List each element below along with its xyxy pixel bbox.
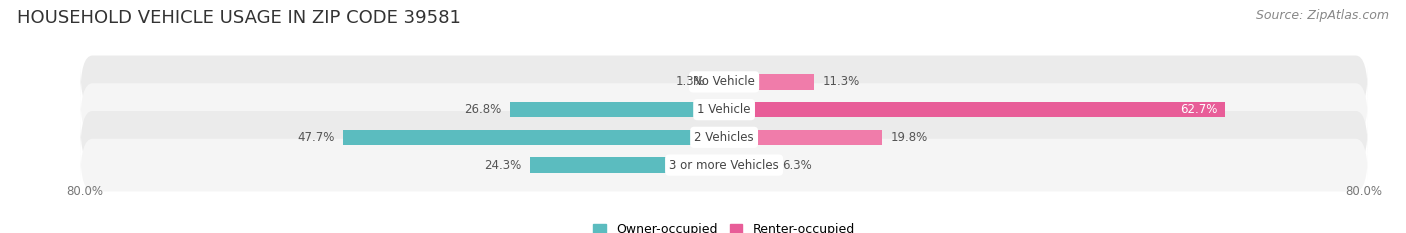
Legend: Owner-occupied, Renter-occupied: Owner-occupied, Renter-occupied — [593, 223, 855, 233]
FancyBboxPatch shape — [80, 55, 1368, 108]
Text: Source: ZipAtlas.com: Source: ZipAtlas.com — [1256, 9, 1389, 22]
Bar — [530, 158, 724, 173]
Text: 62.7%: 62.7% — [1180, 103, 1218, 116]
Text: 26.8%: 26.8% — [464, 103, 502, 116]
Text: 1 Vehicle: 1 Vehicle — [697, 103, 751, 116]
FancyBboxPatch shape — [80, 83, 1368, 136]
Text: 1.3%: 1.3% — [676, 75, 706, 88]
FancyBboxPatch shape — [80, 139, 1368, 192]
Bar — [724, 130, 883, 145]
Bar — [724, 74, 814, 89]
Bar — [714, 74, 724, 89]
Text: 47.7%: 47.7% — [297, 131, 335, 144]
Text: HOUSEHOLD VEHICLE USAGE IN ZIP CODE 39581: HOUSEHOLD VEHICLE USAGE IN ZIP CODE 3958… — [17, 9, 461, 27]
Text: 6.3%: 6.3% — [783, 159, 813, 171]
FancyBboxPatch shape — [80, 111, 1368, 164]
Bar — [510, 102, 724, 117]
Text: No Vehicle: No Vehicle — [693, 75, 755, 88]
Text: 19.8%: 19.8% — [890, 131, 928, 144]
Bar — [724, 158, 775, 173]
Bar — [343, 130, 724, 145]
Bar — [724, 102, 1226, 117]
Text: 11.3%: 11.3% — [823, 75, 859, 88]
Text: 3 or more Vehicles: 3 or more Vehicles — [669, 159, 779, 171]
Text: 24.3%: 24.3% — [485, 159, 522, 171]
Text: 2 Vehicles: 2 Vehicles — [695, 131, 754, 144]
